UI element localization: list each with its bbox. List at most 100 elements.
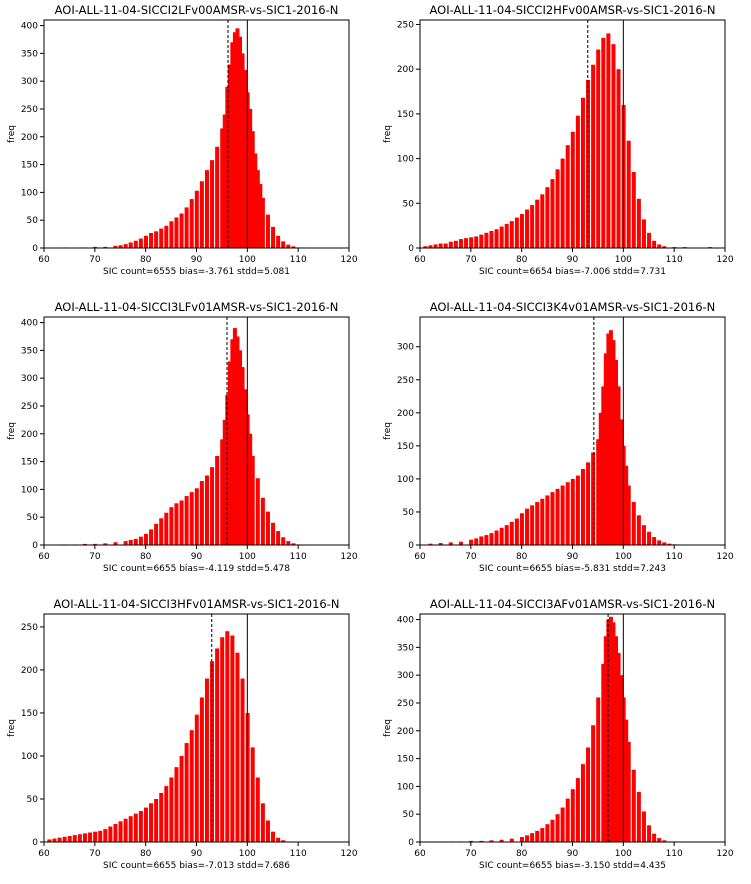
y-tick-label: 200	[397, 65, 414, 75]
y-tick-label: 50	[403, 810, 415, 820]
y-tick-label: 300	[21, 374, 38, 384]
histogram-bar	[499, 527, 504, 545]
histogram-bar	[143, 235, 148, 248]
histogram-bar	[113, 542, 118, 545]
histogram-bar	[240, 53, 245, 249]
histogram-bar	[570, 478, 575, 545]
histogram-bar	[98, 830, 103, 842]
x-tick-label: 60	[38, 849, 50, 859]
x-tick-label: 90	[191, 552, 203, 562]
histogram-bar	[67, 835, 72, 842]
histogram-bar	[448, 542, 453, 545]
histogram-bar	[479, 840, 484, 842]
histogram-bar	[128, 816, 133, 842]
histogram-bar	[260, 803, 265, 842]
histogram-bar	[586, 747, 591, 842]
y-tick-label: 200	[397, 727, 414, 737]
histogram-bar	[118, 245, 123, 248]
y-axis-label: freq	[7, 422, 17, 440]
histogram-bar	[232, 328, 237, 545]
histogram-bar	[438, 243, 443, 248]
x-axis-label: SIC count=6655 bias=-7.013 stdd=7.686	[103, 861, 290, 871]
histogram-bar	[52, 838, 57, 842]
histogram-bar	[606, 333, 611, 545]
histogram-bar	[535, 199, 540, 248]
histogram-bar	[204, 170, 209, 248]
histogram-bar	[519, 214, 524, 248]
histogram-panel-6: AOI-ALL-11-04-SICCI3AFv01AMSR-vs-SIC1-20…	[376, 594, 751, 884]
histogram-bar	[133, 813, 138, 842]
histogram-bar	[575, 778, 580, 842]
histogram-bar	[614, 636, 619, 842]
histogram-panel-1: AOI-ALL-11-04-SICCI2LFv00AMSR-vs-SIC1-20…	[0, 0, 375, 290]
histogram-bar	[479, 234, 484, 248]
histogram-bar	[514, 518, 519, 545]
x-tick-label: 90	[191, 849, 203, 859]
y-tick-label: 400	[21, 319, 38, 329]
histogram-bar	[210, 160, 215, 248]
histogram-bar	[525, 209, 530, 248]
histogram-bar	[227, 64, 232, 248]
histogram-bar	[227, 361, 232, 545]
y-tick-label: 400	[397, 616, 414, 626]
x-tick-label: 90	[567, 255, 579, 265]
histogram-bar	[159, 792, 164, 842]
histogram-bar	[179, 213, 184, 248]
histogram-bar	[489, 533, 494, 545]
histogram-bar	[596, 697, 601, 842]
histogram-bar	[601, 386, 606, 545]
x-tick-label: 120	[340, 849, 357, 859]
histogram-bar	[626, 741, 631, 842]
histogram-bar	[204, 678, 209, 842]
histogram-bar	[624, 465, 629, 545]
y-tick-label: 200	[21, 430, 38, 440]
histogram-bar	[108, 826, 113, 842]
histogram-bar	[149, 232, 154, 248]
histogram-bar	[169, 777, 174, 842]
histogram-bar	[509, 221, 514, 248]
histogram-bar	[286, 541, 291, 545]
x-tick-label: 110	[666, 849, 683, 859]
histogram-bar	[128, 242, 133, 248]
y-tick-label: 200	[21, 666, 38, 676]
histogram-bar	[464, 238, 469, 248]
y-tick-label: 250	[21, 402, 38, 412]
histogram-bar	[174, 503, 179, 545]
histogram-bar	[519, 836, 524, 842]
histogram-bar	[525, 508, 530, 545]
histogram-bar	[215, 648, 220, 842]
histogram-bar	[423, 246, 428, 248]
histogram-bar	[596, 439, 601, 545]
histogram-bar	[220, 439, 225, 545]
histogram-bar	[555, 169, 560, 248]
histogram-bar	[184, 743, 189, 842]
histogram-bar	[438, 543, 443, 545]
histogram-bar	[631, 172, 636, 248]
histogram-bar	[428, 543, 433, 545]
y-tick-label: 0	[408, 244, 414, 254]
histogram-bar	[250, 747, 255, 842]
histogram-bar	[657, 244, 662, 248]
histogram-bar	[159, 228, 164, 248]
histogram-bar	[138, 238, 143, 248]
histogram-bar	[169, 221, 174, 248]
histogram-bar	[626, 485, 631, 545]
histogram-bar	[232, 32, 237, 248]
y-tick-label: 0	[408, 541, 414, 551]
x-tick-label: 70	[89, 849, 101, 859]
histogram-bar	[154, 231, 159, 248]
histogram-bar	[550, 179, 555, 248]
histogram-bar	[199, 481, 204, 545]
histogram-bar	[614, 359, 619, 545]
histogram-bar	[560, 485, 565, 545]
histogram-bar	[57, 837, 62, 842]
histogram-bar	[428, 245, 433, 248]
histogram-bar	[619, 419, 624, 545]
histogram-bar	[469, 840, 474, 842]
histogram-bar	[215, 456, 220, 545]
histogram-bar	[215, 146, 220, 248]
histogram-bar	[88, 832, 93, 842]
y-axis-label: freq	[7, 719, 17, 737]
y-tick-label: 0	[408, 838, 414, 848]
histogram-bar	[641, 811, 646, 842]
